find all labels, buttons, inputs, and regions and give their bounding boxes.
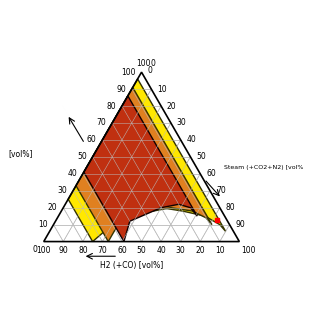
Text: 30: 30 xyxy=(58,186,67,195)
Text: 0: 0 xyxy=(33,245,38,254)
Text: 80: 80 xyxy=(226,203,235,212)
Text: 30: 30 xyxy=(176,246,186,255)
Text: 70: 70 xyxy=(97,118,106,128)
Polygon shape xyxy=(76,87,212,242)
Text: 0: 0 xyxy=(151,59,156,68)
Text: 70: 70 xyxy=(98,246,107,255)
Text: 100: 100 xyxy=(36,246,51,255)
Text: 100: 100 xyxy=(241,246,256,255)
Text: 30: 30 xyxy=(177,118,187,128)
Text: 10: 10 xyxy=(38,220,48,229)
Text: 20: 20 xyxy=(195,246,205,255)
Text: 50: 50 xyxy=(77,152,87,161)
Text: 100: 100 xyxy=(121,68,136,77)
Text: 80: 80 xyxy=(78,246,88,255)
Text: 90: 90 xyxy=(58,246,68,255)
Text: 100: 100 xyxy=(136,59,151,68)
Text: 40: 40 xyxy=(187,135,196,144)
Text: 20: 20 xyxy=(48,203,58,212)
Text: 50: 50 xyxy=(196,152,206,161)
Polygon shape xyxy=(68,79,226,242)
Text: 60: 60 xyxy=(117,246,127,255)
Text: 40: 40 xyxy=(67,169,77,178)
Text: Steam (+CO2+N2) [vol%: Steam (+CO2+N2) [vol% xyxy=(224,165,303,170)
Text: 0: 0 xyxy=(147,66,152,75)
Text: 80: 80 xyxy=(106,102,116,110)
Polygon shape xyxy=(84,96,197,242)
Text: 90: 90 xyxy=(235,220,245,229)
Text: 40: 40 xyxy=(156,246,166,255)
Text: H2 (+CO) [vol%]: H2 (+CO) [vol%] xyxy=(100,261,163,270)
Polygon shape xyxy=(44,72,239,242)
Text: [vol%]: [vol%] xyxy=(8,149,33,158)
Text: 50: 50 xyxy=(137,246,146,255)
Text: 60: 60 xyxy=(206,169,216,178)
Text: 10: 10 xyxy=(215,246,225,255)
Text: 90: 90 xyxy=(116,85,126,94)
Text: 60: 60 xyxy=(87,135,96,144)
Text: 70: 70 xyxy=(216,186,225,195)
Text: 10: 10 xyxy=(157,85,167,94)
Text: 20: 20 xyxy=(167,102,177,110)
